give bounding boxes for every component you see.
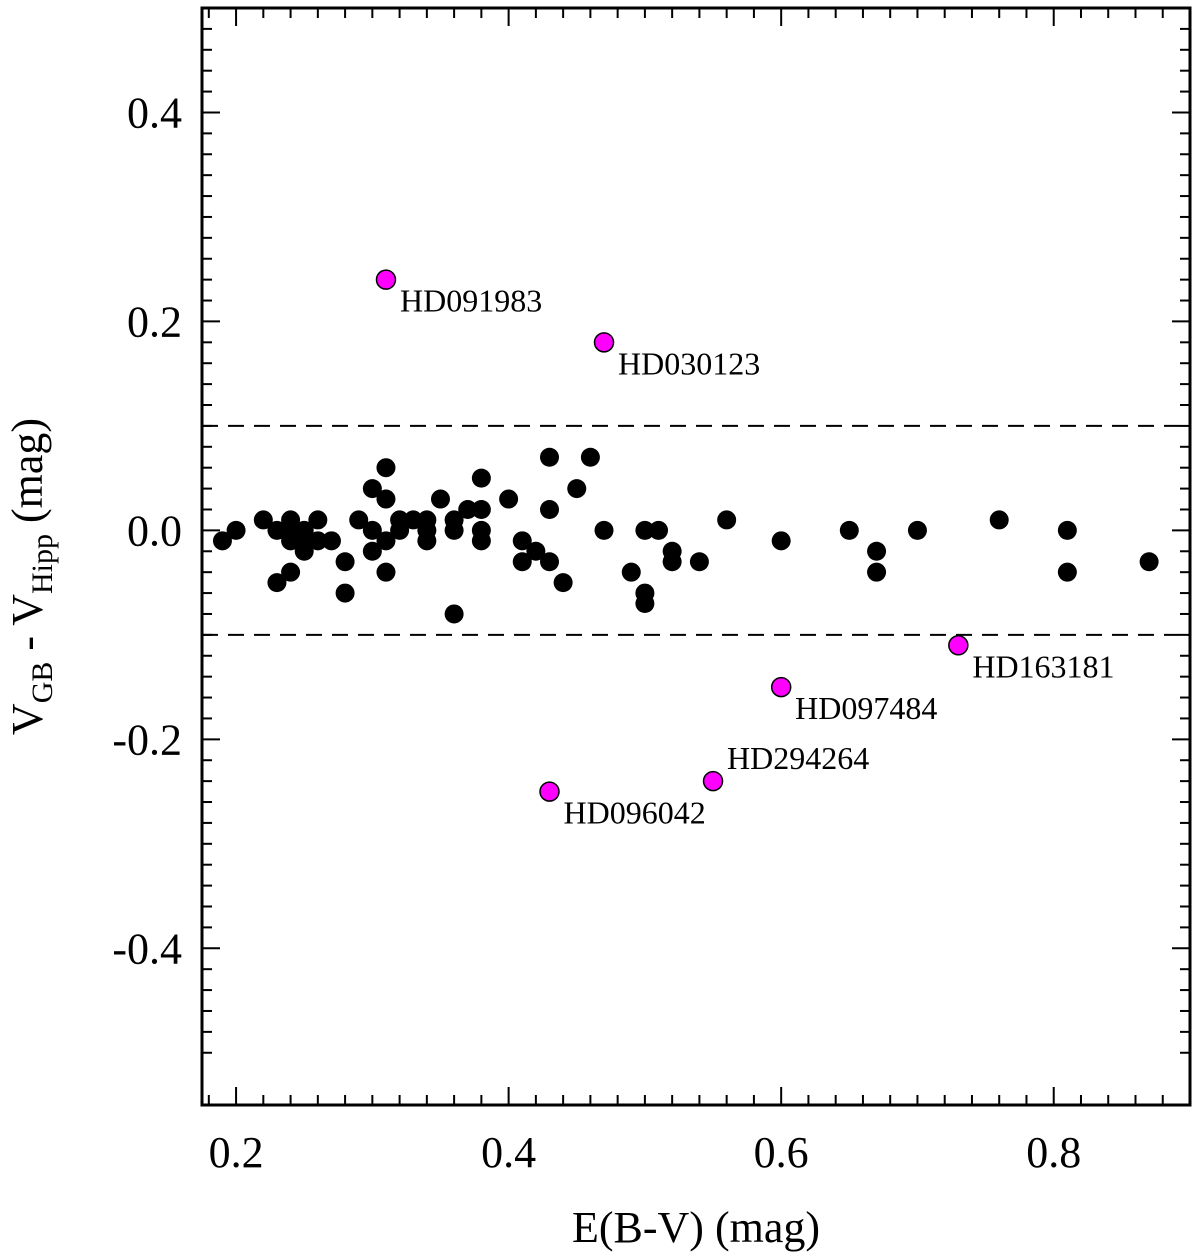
data-points	[212, 269, 1159, 802]
data-point	[526, 541, 546, 561]
axis-tick-labels: 0.2 0.4 0.6 0.8 0.4 0.2 0.0 -0.2 -0.4	[112, 88, 1081, 1177]
data-point	[689, 552, 709, 572]
y-axis-title-sub2: Hipp	[26, 534, 59, 594]
data-point	[308, 531, 328, 551]
data-point	[321, 531, 341, 551]
x-tick-label: 0.2	[209, 1128, 264, 1177]
data-point	[362, 520, 382, 540]
data-point	[499, 489, 519, 509]
data-point	[512, 552, 532, 572]
y-axis-title-main: V	[3, 703, 52, 735]
y-tick-label: -0.2	[112, 715, 182, 764]
data-point	[403, 510, 423, 530]
data-point	[376, 531, 396, 551]
data-point	[390, 520, 410, 540]
point-labels: HD091983 HD030123 HD163181 HD097484 HD294264…	[400, 283, 1115, 831]
data-point	[989, 510, 1009, 530]
point-label: HD096042	[564, 795, 706, 831]
data-point	[430, 489, 450, 509]
data-point	[335, 583, 355, 603]
data-point	[417, 531, 437, 551]
data-point	[294, 541, 314, 561]
y-tick-label: 0.0	[127, 506, 182, 555]
data-point	[1057, 520, 1077, 540]
data-point	[567, 479, 587, 499]
data-point	[635, 594, 655, 614]
highlighted-data-point	[375, 269, 397, 290]
data-point	[662, 552, 682, 572]
reference-lines	[202, 424, 1190, 636]
plot-frame	[200, 6, 1192, 1107]
data-point	[540, 552, 560, 572]
data-point	[471, 468, 491, 488]
data-point	[580, 447, 600, 467]
data-point	[335, 552, 355, 572]
point-label: HD163181	[972, 648, 1114, 684]
data-point	[444, 604, 464, 624]
highlighted-data-point	[539, 781, 560, 802]
axis-ticks	[202, 7, 1190, 1105]
highlighted-data-point	[770, 676, 792, 698]
data-point	[1057, 562, 1077, 582]
data-point	[458, 499, 478, 519]
point-label: HD294264	[727, 740, 869, 776]
point-label: HD097484	[795, 690, 937, 726]
x-axis-title: E(B-V) (mag)	[572, 1203, 820, 1252]
data-point	[444, 520, 464, 540]
data-point	[1139, 552, 1159, 572]
data-point	[594, 520, 614, 540]
data-point	[771, 531, 791, 551]
x-tick-label: 0.6	[754, 1128, 809, 1177]
highlighted-data-point	[702, 770, 724, 792]
data-point	[540, 447, 560, 467]
data-point	[226, 520, 246, 540]
data-point	[540, 499, 560, 519]
y-tick-label: 0.4	[127, 88, 182, 137]
data-point	[281, 562, 301, 582]
x-tick-label: 0.4	[481, 1128, 536, 1177]
data-point	[308, 510, 328, 530]
data-point	[907, 520, 927, 540]
data-point	[867, 562, 887, 582]
point-label: HD030123	[618, 345, 760, 381]
point-label: HD091983	[400, 283, 542, 319]
data-point	[471, 499, 491, 519]
data-point	[376, 562, 396, 582]
data-point	[553, 573, 573, 593]
x-tick-label: 0.8	[1026, 1128, 1081, 1177]
data-point	[376, 489, 396, 509]
data-point	[267, 573, 287, 593]
y-tick-label: -0.4	[112, 924, 182, 973]
y-axis-title-sub1: GB	[26, 662, 59, 704]
data-point	[649, 520, 669, 540]
data-point	[512, 531, 532, 551]
y-axis-title: VGB - VHipp (mag)	[3, 418, 59, 735]
data-point	[212, 531, 232, 551]
y-axis-title-unit: (mag)	[3, 418, 52, 534]
data-point	[349, 510, 369, 530]
data-point	[471, 531, 491, 551]
data-point	[867, 541, 887, 561]
highlighted-data-point	[593, 332, 615, 353]
data-point	[253, 510, 273, 530]
data-point	[635, 520, 655, 540]
y-tick-label: 0.2	[127, 297, 182, 346]
y-axis-title-sep: - V	[3, 594, 52, 662]
data-point	[281, 531, 301, 551]
highlighted-data-point	[948, 635, 969, 656]
data-point	[362, 541, 382, 561]
data-point	[839, 520, 859, 540]
data-point	[362, 479, 382, 499]
data-point	[376, 458, 396, 478]
data-point	[267, 520, 287, 540]
data-point	[621, 562, 641, 582]
data-point	[717, 510, 737, 530]
